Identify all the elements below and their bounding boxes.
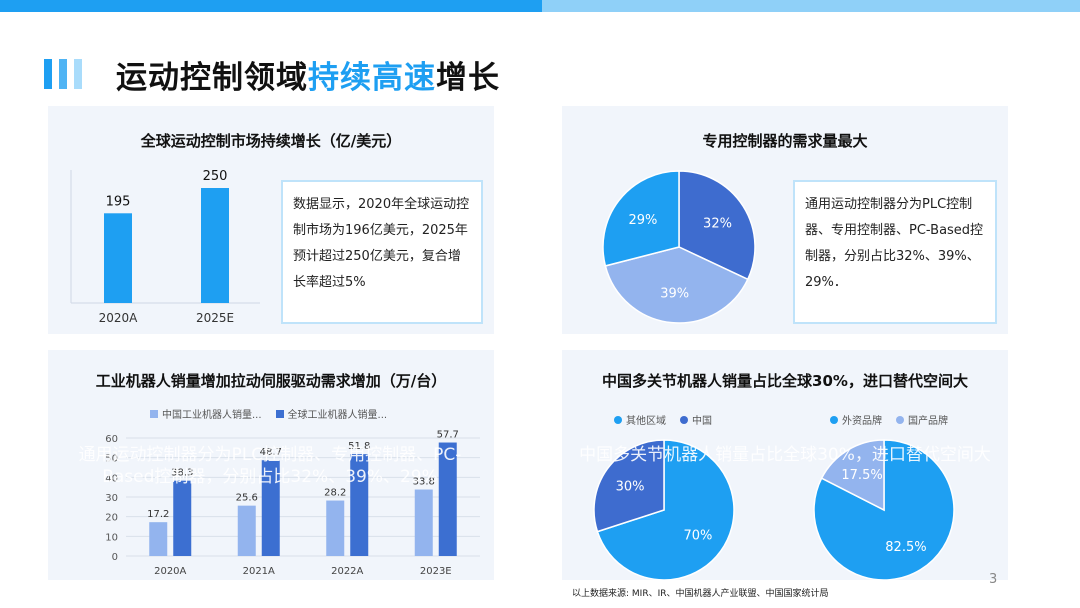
bar-value-label: 38.3 xyxy=(171,468,193,479)
brand-pie-slice-label: 82.5% xyxy=(885,540,926,555)
legend-item-global: 全球工业机器人销量... xyxy=(275,406,387,421)
y-tick-label: 40 xyxy=(105,473,118,484)
region-pie-slice xyxy=(596,439,735,580)
x-tick-label: 2023E xyxy=(420,566,452,576)
controller-pie-slice-label: 32% xyxy=(703,217,732,232)
china-region-legend: 其他区域 中国 xyxy=(614,412,712,427)
bar-value-label: 33.8 xyxy=(413,477,435,488)
panel-global-market-title: 全球运动控制市场持续增长（亿/美元） xyxy=(140,132,402,150)
brand-pie-slice xyxy=(820,439,885,512)
robot-sales-legend: 中国工业机器人销量... 全球工业机器人销量... xyxy=(150,406,387,421)
bar-value-label: 57.7 xyxy=(437,430,459,441)
y-tick-label: 0 xyxy=(112,552,118,563)
y-tick-label: 60 xyxy=(105,434,118,445)
data-source-note: 以上数据来源: MIR、IR、中国机器人产业联盟、中国国家统计局 xyxy=(572,589,829,599)
bar-value-label: 48.7 xyxy=(260,447,282,458)
legend-item-china-region: 中国 xyxy=(680,412,712,427)
brand-pie-slice-label: 17.5% xyxy=(841,468,882,483)
region-pie-slice xyxy=(593,439,665,533)
region-pie-slice-label: 70% xyxy=(684,529,713,544)
y-tick-label: 20 xyxy=(105,513,118,524)
panel-china-share: 中国多关节机器人销量占比全球30%，进口替代空间大 其他区域 中国 外资品牌 国… xyxy=(562,350,1008,580)
robot-sales-bar-chart: 0 10 20 30 40 50 60 17.2 38.3 2020A 25.6 48.7 2021A 2… xyxy=(105,430,480,576)
bar-value-label: 17.2 xyxy=(147,509,169,520)
bar xyxy=(414,489,433,556)
page-title: 运动控制领域持续高速增长 xyxy=(116,60,500,96)
panel-robot-sales: 工业机器人销量增加拉动伺服驱动需求增加（万/台） 中国工业机器人销量... 全球… xyxy=(48,350,494,580)
china-share-watermark: 中国多关节机器人销量占比全球30%，进口替代空间大 xyxy=(579,445,991,465)
bar xyxy=(261,460,280,556)
legend-item-foreign-brand: 外资品牌 xyxy=(830,412,882,427)
global-market-bar-chart: 195 2020A 250 2025E xyxy=(70,169,260,325)
controller-pie-slice-label: 39% xyxy=(660,286,689,301)
bar-value-label: 195 xyxy=(106,194,131,209)
controller-pie-slice xyxy=(604,246,749,324)
panel-global-market: 全球运动控制市场持续增长（亿/美元） 195 2020A 250 2025E 数据显示… xyxy=(48,106,494,334)
bar xyxy=(350,454,369,556)
controller-demand-note: 通用运动控制器分为PLC控制器、专用控制器、PC-Based控制器，分别占比32… xyxy=(793,180,997,324)
panel-robot-sales-title: 工业机器人销量增加拉动伺服驱动需求增加（万/台） xyxy=(95,372,447,390)
controller-pie-slice xyxy=(602,170,680,267)
bar xyxy=(201,188,229,303)
legend-item-domestic-brand: 国产品牌 xyxy=(896,412,948,427)
x-tick-label: 2020A xyxy=(99,311,139,325)
bar xyxy=(438,442,457,556)
bar xyxy=(326,500,345,556)
bar xyxy=(173,480,192,556)
y-tick-label: 10 xyxy=(105,532,118,543)
bar-value-label: 51.8 xyxy=(348,441,370,452)
bar-value-label: 28.2 xyxy=(324,488,346,499)
y-tick-label: 50 xyxy=(105,454,118,465)
x-tick-label: 2020A xyxy=(154,566,186,576)
robot-sales-watermark: 通用运动控制器分为PLC控制器、专用控制器、PC-Based控制器，分别占比32… xyxy=(78,445,462,487)
global-market-note: 数据显示，2020年全球运动控制市场为196亿美元，2025年预计超过250亿美… xyxy=(281,180,483,324)
y-tick-label: 30 xyxy=(105,493,118,504)
panel-china-share-title: 中国多关节机器人销量占比全球30%，进口替代空间大 xyxy=(602,372,968,390)
china-share-pie-charts: 70% 30% 82.5% 17.5% xyxy=(593,439,955,580)
panel-controller-demand-title: 专用控制器的需求量最大 xyxy=(702,132,868,150)
brand-legend: 外资品牌 国产品牌 xyxy=(830,412,948,427)
bar xyxy=(104,213,132,303)
top-accent-bar-left xyxy=(0,0,542,12)
page-title-highlight: 持续高速 xyxy=(308,60,436,96)
bar xyxy=(237,505,256,556)
bar xyxy=(149,522,168,556)
page-number: 3 xyxy=(989,572,998,587)
legend-item-china: 中国工业机器人销量... xyxy=(150,406,262,421)
x-tick-label: 2021A xyxy=(243,566,275,576)
bar-value-label: 25.6 xyxy=(236,493,258,504)
controller-pie-slice-label: 29% xyxy=(629,213,658,228)
top-accent-bar-right xyxy=(542,0,1080,12)
controller-demand-pie-chart: 32% 39% 29% xyxy=(602,170,756,324)
controller-pie-slice xyxy=(678,170,756,281)
x-tick-label: 2022A xyxy=(331,566,363,576)
region-pie-slice-label: 30% xyxy=(616,479,645,494)
x-tick-label: 2025E xyxy=(196,311,234,325)
bar-value-label: 250 xyxy=(203,169,228,184)
title-decoration xyxy=(44,59,82,89)
legend-item-other-region: 其他区域 xyxy=(614,412,666,427)
panel-controller-demand: 专用控制器的需求量最大 32% 39% 29% 通用运动控制器分为PLC控制器、专用… xyxy=(562,106,1008,334)
